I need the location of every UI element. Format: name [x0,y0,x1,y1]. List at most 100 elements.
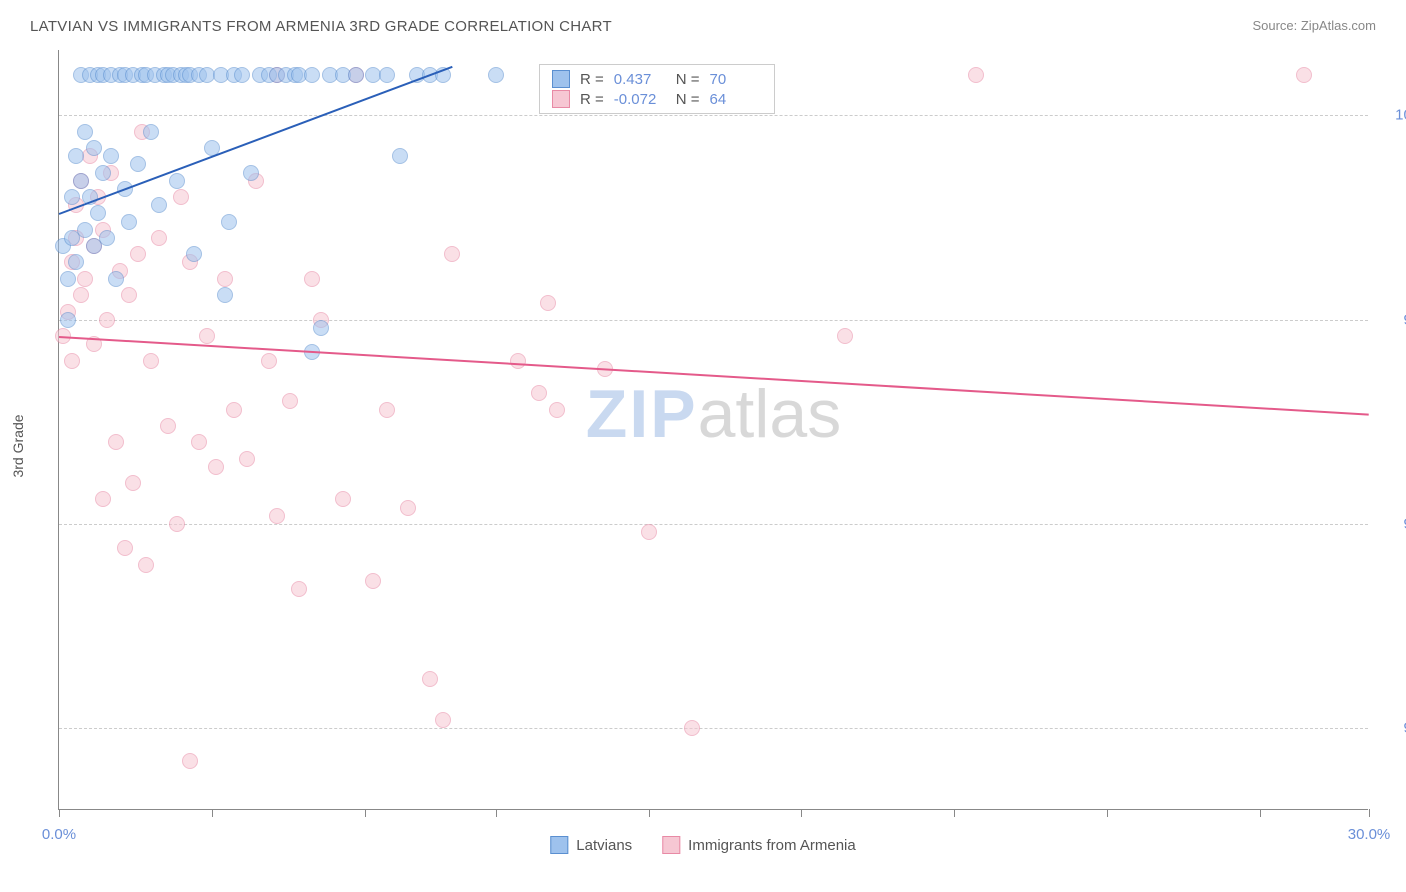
scatter-point-series2 [95,491,111,507]
x-tick [954,809,955,817]
scatter-point-series2 [239,451,255,467]
legend-label-series1: Latvians [576,837,632,854]
scatter-point-series1 [143,124,159,140]
source-name: ZipAtlas.com [1301,18,1376,33]
scatter-point-series2 [99,312,115,328]
legend-label-series2: Immigrants from Armenia [688,837,856,854]
series2-n-value: 64 [710,91,762,108]
x-tick [1369,809,1370,817]
swatch-series2 [552,90,570,108]
r-label: R = [580,71,604,88]
scatter-point-series2 [968,67,984,83]
grid-line [59,115,1368,116]
scatter-point-series2 [400,500,416,516]
watermark-zip: ZIP [586,376,698,452]
scatter-point-series2 [684,720,700,736]
series1-r-value: 0.437 [614,71,666,88]
y-tick-label: 97.5% [1376,311,1406,328]
series2-r-value: -0.072 [614,91,666,108]
scatter-point-series2 [77,271,93,287]
swatch-series1 [552,70,570,88]
scatter-point-series2 [173,189,189,205]
series1-n-value: 70 [710,71,762,88]
scatter-point-series1 [234,67,250,83]
scatter-point-series2 [138,557,154,573]
scatter-point-series1 [130,156,146,172]
scatter-point-series1 [379,67,395,83]
scatter-point-series2 [217,271,233,287]
scatter-point-series2 [837,328,853,344]
source-prefix: Source: [1252,18,1300,33]
scatter-point-series2 [73,287,89,303]
x-tick-label: 0.0% [42,826,76,843]
scatter-point-series1 [488,67,504,83]
scatter-point-series1 [217,287,233,303]
grid-line [59,728,1368,729]
scatter-point-series2 [641,524,657,540]
scatter-point-series2 [510,353,526,369]
scatter-point-series2 [182,753,198,769]
x-tick-label: 30.0% [1348,826,1391,843]
scatter-point-series1 [73,173,89,189]
scatter-point-series2 [151,230,167,246]
x-tick [1260,809,1261,817]
scatter-point-series2 [435,712,451,728]
scatter-point-series1 [304,67,320,83]
legend-item-series1: Latvians [550,836,632,854]
scatter-point-series1 [60,312,76,328]
watermark-atlas: atlas [698,376,842,452]
plot-area: ZIPatlas R = 0.437 N = 70 R = -0.072 N =… [58,50,1368,810]
scatter-point-series1 [169,173,185,189]
scatter-point-series2 [121,287,137,303]
scatter-point-series2 [269,508,285,524]
source-attribution: Source: ZipAtlas.com [1252,18,1376,33]
scatter-point-series1 [313,320,329,336]
scatter-point-series1 [77,222,93,238]
x-tick [801,809,802,817]
scatter-point-series2 [1296,67,1312,83]
scatter-point-series2 [226,402,242,418]
legend-item-series2: Immigrants from Armenia [662,836,856,854]
scatter-point-series2 [208,459,224,475]
scatter-point-series2 [531,385,547,401]
scatter-point-series1 [221,214,237,230]
scatter-point-series1 [95,165,111,181]
scatter-point-series1 [99,230,115,246]
scatter-point-series2 [304,271,320,287]
y-tick-label: 95.0% [1376,515,1406,532]
correlation-chart: LATVIAN VS IMMIGRANTS FROM ARMENIA 3RD G… [0,0,1406,892]
scatter-point-series1 [68,148,84,164]
scatter-point-series2 [444,246,460,262]
swatch-series1 [550,836,568,854]
scatter-point-series2 [261,353,277,369]
scatter-point-series1 [60,271,76,287]
scatter-point-series2 [540,295,556,311]
scatter-point-series1 [68,254,84,270]
chart-title: LATVIAN VS IMMIGRANTS FROM ARMENIA 3RD G… [30,18,612,35]
scatter-point-series1 [392,148,408,164]
scatter-point-series2 [379,402,395,418]
y-tick-label: 92.5% [1376,720,1406,737]
x-tick [212,809,213,817]
bottom-legend: Latvians Immigrants from Armenia [550,836,855,854]
scatter-point-series1 [77,124,93,140]
scatter-point-series2 [117,540,133,556]
trend-line-series1 [59,66,453,215]
swatch-series2 [662,836,680,854]
scatter-point-series1 [103,148,119,164]
scatter-point-series1 [186,246,202,262]
scatter-point-series1 [121,214,137,230]
scatter-point-series2 [365,573,381,589]
scatter-point-series1 [348,67,364,83]
scatter-point-series2 [199,328,215,344]
scatter-point-series2 [191,434,207,450]
r-label: R = [580,91,604,108]
y-axis-label: 3rd Grade [10,414,26,477]
stats-legend-box: R = 0.437 N = 70 R = -0.072 N = 64 [539,64,775,114]
n-label: N = [676,71,700,88]
x-tick [59,809,60,817]
scatter-point-series2 [549,402,565,418]
scatter-point-series2 [282,393,298,409]
scatter-point-series1 [90,205,106,221]
scatter-point-series2 [169,516,185,532]
